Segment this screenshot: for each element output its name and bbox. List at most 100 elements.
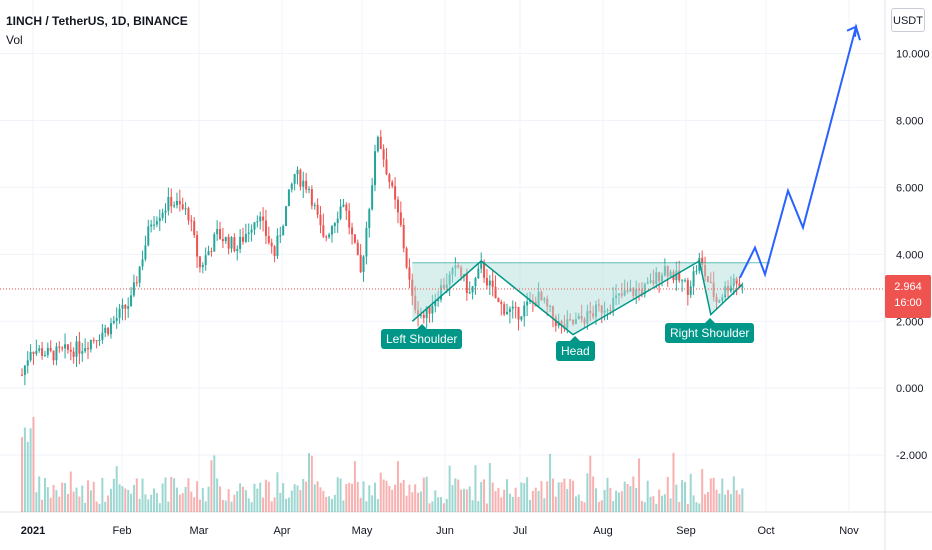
candle-body [118,308,121,318]
volume-bar [491,482,494,512]
candle-body [388,174,391,182]
candle-body [480,262,483,269]
volume-bar [391,489,394,512]
volume-bar [526,477,529,512]
volume-bar [374,482,377,512]
volume-bar [701,468,704,512]
candle-body [276,235,279,257]
candle-body [396,199,399,213]
volume-bar [566,488,569,512]
candle-body [468,292,471,294]
volume-bar [617,492,620,512]
volume-bar [325,496,328,512]
candle-body [681,280,684,282]
volume-bar [569,478,572,512]
volume-bar [230,501,233,512]
right-shoulder-label[interactable]: Right Shoulder [665,318,755,343]
candle-body [130,295,133,307]
volume-bar [437,497,440,512]
candle-body [428,306,431,314]
volume-bar [431,501,434,512]
volume-bar [376,498,379,512]
candle-body [204,255,207,266]
volume-bar [732,476,735,512]
volume-bar [712,477,715,512]
candle-body [141,259,144,267]
candle-body [150,224,153,227]
candle-body [132,282,135,296]
volume-bar [302,478,305,512]
volume-indicator-label[interactable]: Vol [6,33,23,47]
candle-body [193,221,196,236]
candle-body [230,237,233,249]
candle-body [310,189,313,206]
volume-bar [632,476,635,512]
volume-bar [471,500,474,512]
volume-bar [147,499,150,512]
candle-body [267,235,270,243]
candle-body [465,274,468,294]
candle-body [253,222,256,230]
volume-bar [595,488,597,512]
volume-bar [227,489,230,512]
y-tick-label: 10.000 [896,49,930,61]
volume-bar [494,491,497,512]
volume-bar [144,494,147,512]
volume-bar [84,502,87,512]
candle-body [279,235,282,237]
volume-bar [175,487,178,512]
volume-bar [250,502,253,512]
volume-bar [241,486,244,512]
y-tick-label: -2.000 [896,450,927,462]
volume-bar [46,487,49,512]
volume-bar [655,503,658,512]
volume-bar [135,478,138,512]
candle-body [328,234,331,238]
volume-bar [385,480,388,512]
candle-body [46,347,49,356]
candle-body [250,229,253,233]
x-tick-label: Jun [436,525,454,537]
currency-button[interactable]: USDT [891,8,925,32]
candle-body [270,242,273,247]
volume-bar [729,494,732,512]
volume-bar [417,492,420,512]
candle-body [514,306,517,308]
candle-body [21,374,23,376]
candle-body [66,344,69,350]
volume-bar [669,498,672,512]
last-price-badge: 2.964 16:00 [885,275,931,318]
head-label[interactable]: Head [556,336,595,361]
y-tick-label: 2.000 [896,316,924,328]
volume-bar [686,503,689,512]
candle-body [227,236,230,249]
volume-bar [359,498,362,512]
volume-bar [626,483,629,512]
volume-bar [661,495,664,512]
symbol-title[interactable]: 1INCH / TetherUS, 1D, BINANCE [6,14,188,28]
left-shoulder-label[interactable]: Left Shoulder [381,324,463,349]
candle-body [104,327,107,333]
volume-bar [41,499,44,512]
candle-body [399,212,402,225]
volume-bar [351,483,354,512]
candle-body [382,149,385,160]
candle-body [359,254,362,272]
candle-body [330,226,333,235]
volume-bar [109,488,112,512]
volume-bar [155,493,158,512]
volume-bar [336,477,339,512]
x-tick-label: Apr [273,525,290,537]
candle-body [299,169,302,187]
candle-body [287,189,290,207]
volume-bar [678,501,681,512]
volume-bar [219,486,222,512]
candle-body [239,236,242,249]
volume-bar [23,427,26,512]
volume-bar [190,491,193,512]
candle-body [259,216,262,222]
volume-bar [173,478,176,512]
volume-bar [150,494,153,512]
